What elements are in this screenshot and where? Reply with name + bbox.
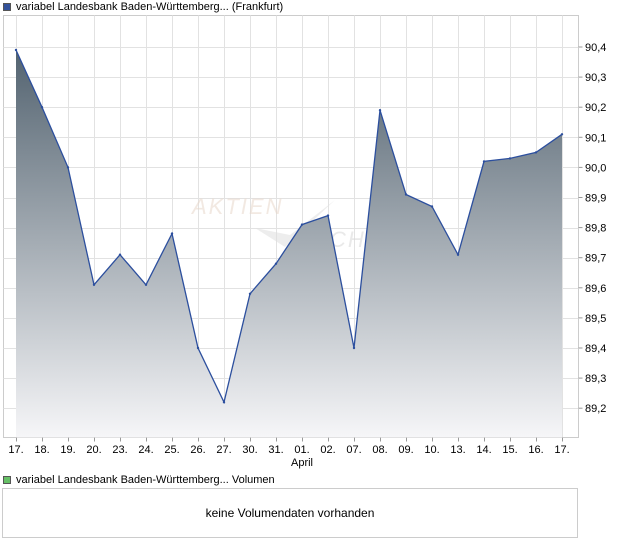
data-point xyxy=(482,160,486,163)
x-tick-label: 25. xyxy=(164,444,179,456)
volume-legend-swatch xyxy=(3,476,11,484)
no-volume-message: keine Volumendaten vorhanden xyxy=(205,506,375,520)
data-point xyxy=(508,157,512,160)
x-tick-label: 09. xyxy=(398,444,413,456)
x-axis-ticks: 17. 18. 19. 20. 23. 24. 25. 26. 27. 30. 31. 01. 02. 0… xyxy=(8,437,570,469)
data-point xyxy=(378,109,382,112)
point-marks xyxy=(14,48,564,404)
data-point xyxy=(404,193,408,196)
volume-panel: keine Volumendaten vorhanden xyxy=(2,488,578,538)
price-legend: variabel Landesbank Baden-Württemberg...… xyxy=(3,0,283,14)
data-point xyxy=(560,133,564,136)
data-point xyxy=(222,401,226,404)
x-tick-label: 20. xyxy=(86,444,101,456)
data-point xyxy=(196,346,200,350)
price-area xyxy=(16,50,562,438)
y-tick-label: 90,4 xyxy=(585,42,606,54)
x-tick-label: 27. xyxy=(216,444,231,456)
y-axis-ticks: 90,4 90,3 90,2 90,1 90,0 89,9 89,8 89,7 89,6 89,5… xyxy=(578,42,606,415)
data-point xyxy=(326,214,330,217)
data-point xyxy=(430,205,434,208)
x-tick-label: 23. xyxy=(112,444,127,456)
data-point xyxy=(352,346,356,350)
x-tick-label: 15. xyxy=(502,444,517,456)
x-tick-label: 02. xyxy=(320,444,335,456)
y-tick-label: 89,4 xyxy=(585,343,606,355)
y-tick-label: 89,8 xyxy=(585,223,606,235)
data-point xyxy=(300,223,304,226)
y-tick-label: 89,9 xyxy=(585,193,606,205)
y-tick-label: 90,2 xyxy=(585,102,606,114)
data-point xyxy=(456,253,460,256)
data-point xyxy=(40,106,44,109)
x-month-label: April xyxy=(291,457,313,469)
data-point xyxy=(170,232,174,235)
x-tick-label: 31. xyxy=(268,444,283,456)
price-legend-swatch xyxy=(3,3,11,11)
data-point xyxy=(534,151,538,154)
volume-legend-label: variabel Landesbank Baden-Württemberg...… xyxy=(16,474,275,486)
series-layer xyxy=(15,49,563,438)
watermark-line1: AKTIEN xyxy=(190,194,283,219)
x-tick-label: 17. xyxy=(8,444,23,456)
data-point xyxy=(92,283,96,286)
x-tick-label: 26. xyxy=(190,444,205,456)
y-tick-label: 89,7 xyxy=(585,253,606,265)
x-tick-label: 13. xyxy=(450,444,465,456)
data-point xyxy=(144,283,148,286)
y-tick-label: 89,6 xyxy=(585,283,606,295)
y-tick-label: 90,3 xyxy=(585,72,606,84)
x-tick-label: 08. xyxy=(372,444,387,456)
price-line xyxy=(15,49,563,405)
x-tick-label: 19. xyxy=(60,444,75,456)
x-tick-label: 07. xyxy=(346,444,361,456)
x-tick-label: 24. xyxy=(138,444,153,456)
x-tick-label: 01. xyxy=(294,444,309,456)
price-chart: AKTIEN CHECK 90,490,390,290,190,089,989,… xyxy=(3,15,606,469)
x-tick-label: 18. xyxy=(34,444,49,456)
y-tick-label: 89,3 xyxy=(585,373,606,385)
x-tick-label: 17. xyxy=(554,444,569,456)
y-tick-label: 90,0 xyxy=(585,162,606,174)
x-tick-label: 10. xyxy=(424,444,439,456)
data-point xyxy=(118,253,122,256)
watermark-check-icon xyxy=(255,200,335,247)
data-point xyxy=(66,166,70,169)
price-legend-label: variabel Landesbank Baden-Württemberg...… xyxy=(16,1,284,13)
data-point xyxy=(14,48,18,52)
volume-legend: variabel Landesbank Baden-Württemberg...… xyxy=(3,473,275,487)
y-tick-label: 89,2 xyxy=(585,403,606,415)
y-tick-label: 89,5 xyxy=(585,313,606,325)
x-tick-label: 14. xyxy=(476,444,491,456)
data-point xyxy=(274,262,278,265)
x-tick-label: 16. xyxy=(528,444,543,456)
x-tick-label: 30. xyxy=(242,444,257,456)
data-point xyxy=(248,292,252,295)
y-tick-label: 90,1 xyxy=(585,132,606,144)
